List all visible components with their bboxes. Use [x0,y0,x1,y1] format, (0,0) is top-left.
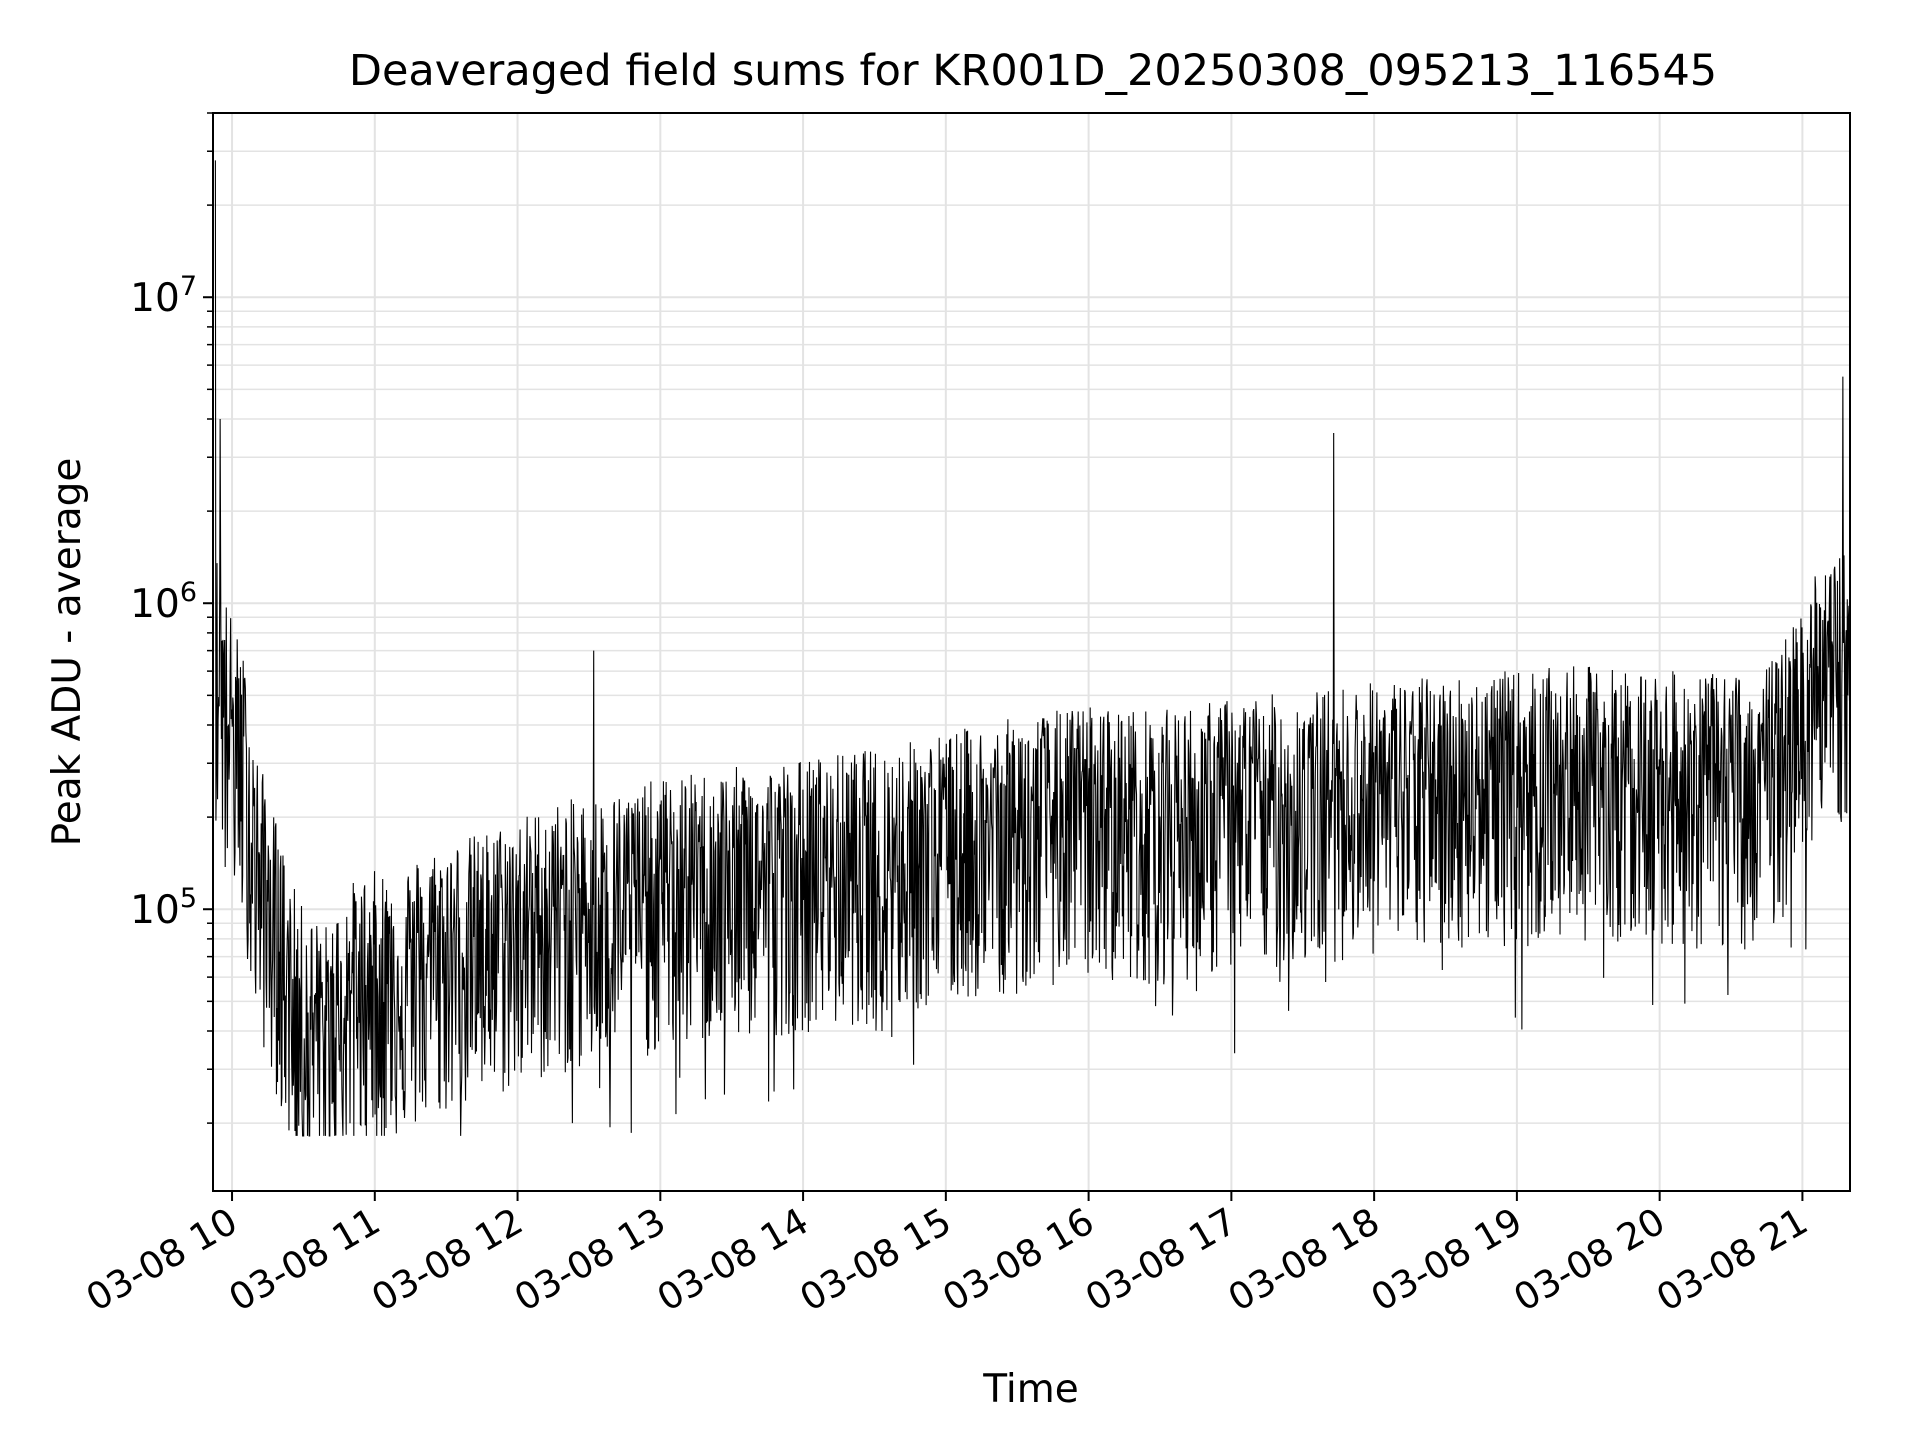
y-tick-label: 107 [130,271,197,321]
y-axis-label: Peak ADU - average [45,458,90,847]
y-tick-label: 105 [130,883,197,933]
plot-area-frame [212,112,1851,1192]
y-axis: 105 106 107 [130,112,213,1124]
series-line [214,160,1851,1137]
series-layer [214,160,1851,1137]
x-axis-label: Time [982,1367,1078,1412]
chart-title: Deaveraged field sums for KR001D_2025030… [349,46,1717,96]
y-tick-label: 106 [130,577,197,627]
